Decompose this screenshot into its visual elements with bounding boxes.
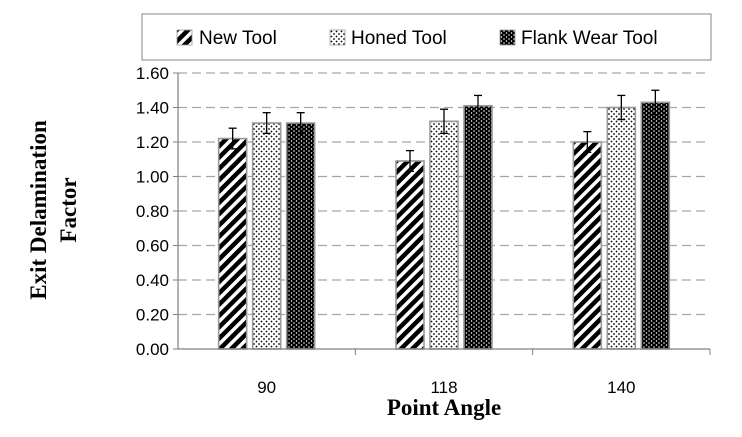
error-bar-new-tool-118 [406,149,414,172]
y-tick-label: 0.40 [136,271,169,290]
bar-new-tool-140 [572,141,603,350]
axes [173,72,711,355]
legend-label-new-tool: New Tool [199,28,277,49]
error-bar-new-tool-90 [228,127,237,150]
error-bar-flank-wear-tool-140 [651,89,660,116]
y-tick-label: 0.00 [136,340,169,359]
error-bar-honed-tool-118 [440,108,448,135]
error-bar-new-tool-140 [583,130,592,154]
y-tick-label: 1.00 [136,168,169,187]
bar-new-tool-118 [395,160,425,350]
x-tick-label: 90 [257,378,276,397]
bar-flank-wear-tool-90 [285,122,316,350]
y-tick-label: 1.60 [136,64,169,83]
y-axis-title-line1: Exit Delamination [26,120,51,300]
y-tick-label: 0.60 [136,237,169,256]
error-bar-honed-tool-140 [617,94,626,121]
error-bar-honed-tool-90 [262,112,271,135]
tick-labels: 0.00 0.20 0.40 0.60 0.80 1.00 1.20 1.40 1.60 90 11… [136,64,636,397]
bar-honed-tool-90 [251,122,282,350]
x-tick-label: 118 [430,378,457,397]
x-axis-title: Point Angle [387,395,501,420]
legend-label-flank-wear-tool: Flank Wear Tool [521,28,658,49]
error-bar-flank-wear-tool-90 [296,112,305,135]
error-bar-flank-wear-tool-118 [474,94,482,117]
y-tick-label: 0.20 [136,306,169,325]
error-bars [228,89,660,172]
y-tick-label: 1.20 [136,133,169,152]
x-tick-label: 140 [607,378,635,397]
bar-new-tool-90 [217,137,248,350]
legend-swatch-flank-wear-tool [499,29,516,46]
legend-frame [141,13,712,61]
bar-flank-wear-tool-140 [640,101,671,350]
legend: New Tool Honed Tool Flank Wear Tool [141,13,712,61]
legend-swatch-honed-tool [329,29,346,46]
bars [217,101,671,350]
bar-flank-wear-tool-118 [463,104,493,350]
y-tick-label: 0.80 [136,202,169,221]
y-axis-title-line2: Factor [56,177,81,242]
bar-honed-tool-140 [606,106,637,350]
bar-honed-tool-118 [429,120,459,350]
y-tick-label: 1.40 [136,99,169,118]
legend-swatch-new-tool [176,29,193,46]
legend-label-honed-tool: Honed Tool [351,28,447,49]
